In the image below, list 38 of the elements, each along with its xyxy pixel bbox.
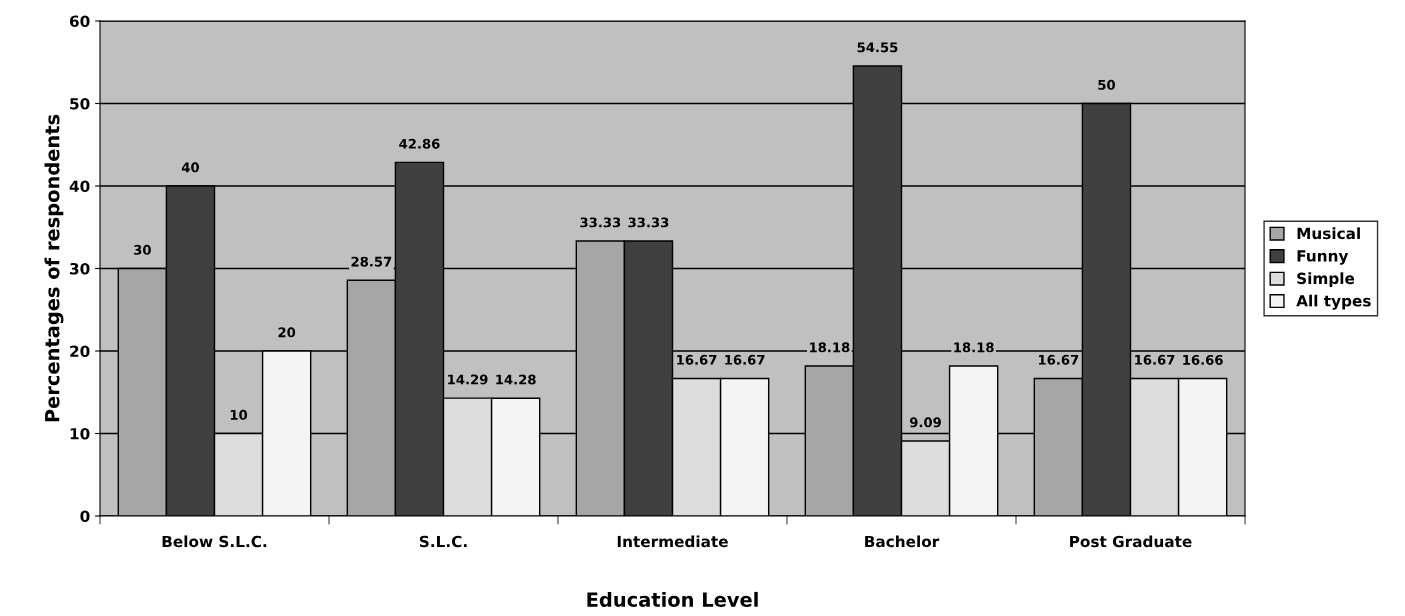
data-label: 28.57 <box>351 256 392 267</box>
data-label: 16.67 <box>677 354 717 365</box>
y-tick-label: 20 <box>70 345 90 358</box>
data-label: 16.67 <box>1038 354 1079 365</box>
data-label: 40 <box>181 162 199 173</box>
y-tick-label: 50 <box>70 97 90 110</box>
data-label: 18.18 <box>954 342 994 353</box>
data-label: 16.67 <box>1135 354 1175 365</box>
data-label: 14.28 <box>496 374 536 385</box>
x-tick-label: Post Graduate <box>1070 535 1192 548</box>
data-label: 18.18 <box>809 342 850 353</box>
data-label: 9.09 <box>909 417 941 428</box>
data-label: 30 <box>134 244 151 255</box>
x-tick-label: Below S.L.C. <box>162 535 267 548</box>
x-axis-title: Education Level <box>587 591 758 607</box>
data-label: 54.55 <box>857 42 898 53</box>
y-tick-label: 40 <box>69 180 90 193</box>
data-label: 14.29 <box>448 374 488 385</box>
legend-label: All types <box>1296 294 1371 310</box>
x-tick-label: Bachelor <box>865 535 940 548</box>
legend-label: Simple <box>1297 272 1355 288</box>
x-tick-label: S.L.C. <box>419 535 467 548</box>
data-label: 10 <box>230 409 248 420</box>
y-axis-title: Percentages of respondents <box>44 114 64 422</box>
legend-label: Funny <box>1297 250 1349 265</box>
data-label: 16.67 <box>725 354 765 365</box>
data-label: 20 <box>278 327 296 338</box>
y-tick-label: 60 <box>69 15 90 28</box>
y-tick-label: 30 <box>70 262 90 275</box>
data-label: 33.33 <box>628 217 669 228</box>
data-label: 16.66 <box>1183 354 1223 365</box>
legend-label: Musical <box>1297 227 1360 240</box>
x-tick-label: Intermediate <box>617 535 728 548</box>
data-label: 42.86 <box>399 138 440 149</box>
y-tick-label: 0 <box>80 510 90 523</box>
data-label: 33.33 <box>580 217 621 228</box>
data-label: 50 <box>1098 79 1115 90</box>
y-tick-label: 10 <box>70 427 90 440</box>
